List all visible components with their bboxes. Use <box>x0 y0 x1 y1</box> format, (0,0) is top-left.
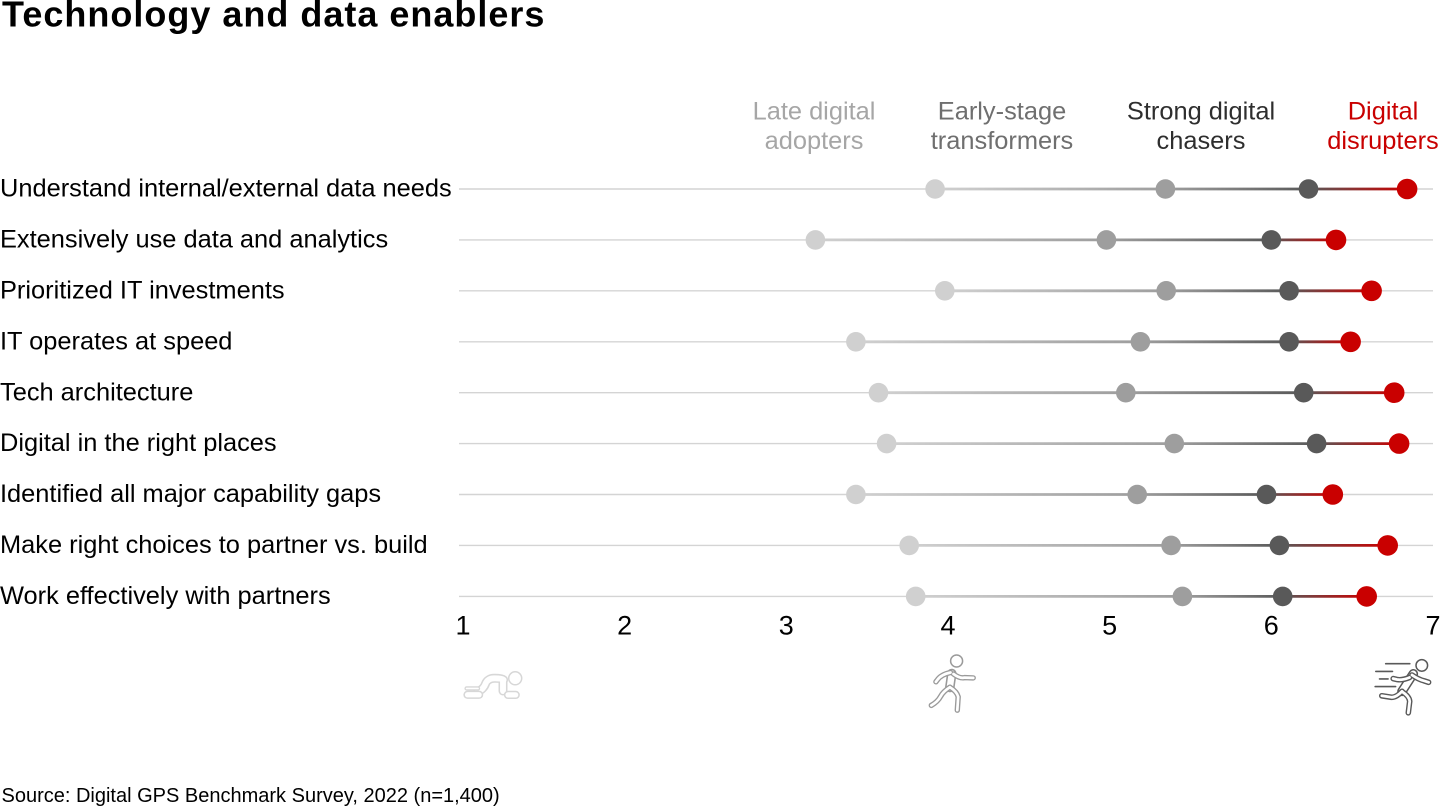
svg-text:Strong digital: Strong digital <box>1127 97 1275 125</box>
svg-text:5: 5 <box>1102 610 1117 640</box>
svg-text:Technology and data enablers: Technology and data enablers <box>2 0 545 34</box>
svg-text:Understand internal/external d: Understand internal/external data needs <box>0 175 452 203</box>
svg-text:Source: Digital GPS Benchmark: Source: Digital GPS Benchmark Survey, 20… <box>2 785 500 807</box>
svg-text:Extensively use data and analy: Extensively use data and analytics <box>0 226 388 254</box>
svg-text:3: 3 <box>779 610 794 640</box>
svg-text:2: 2 <box>617 610 632 640</box>
svg-text:Digital in the right places: Digital in the right places <box>0 429 277 457</box>
svg-text:Tech architecture: Tech architecture <box>0 378 193 406</box>
svg-text:Work effectively with partners: Work effectively with partners <box>0 582 331 610</box>
svg-text:chasers: chasers <box>1157 127 1246 155</box>
svg-text:7: 7 <box>1425 610 1440 640</box>
svg-text:transformers: transformers <box>931 127 1074 155</box>
svg-text:6: 6 <box>1264 610 1279 640</box>
svg-text:Digital: Digital <box>1348 97 1419 125</box>
svg-text:Early-stage: Early-stage <box>938 97 1066 125</box>
svg-text:Prioritized IT investments: Prioritized IT investments <box>0 276 285 304</box>
svg-text:1: 1 <box>455 610 470 640</box>
svg-text:adopters: adopters <box>765 127 864 155</box>
svg-text:Late digital: Late digital <box>753 97 876 125</box>
svg-text:Identified all major capabilit: Identified all major capability gaps <box>0 480 381 508</box>
svg-text:4: 4 <box>940 610 955 640</box>
svg-text:IT operates at speed: IT operates at speed <box>0 327 232 355</box>
svg-text:Make right choices to partner: Make right choices to partner vs. build <box>0 531 428 559</box>
svg-text:disrupters: disrupters <box>1327 127 1438 155</box>
